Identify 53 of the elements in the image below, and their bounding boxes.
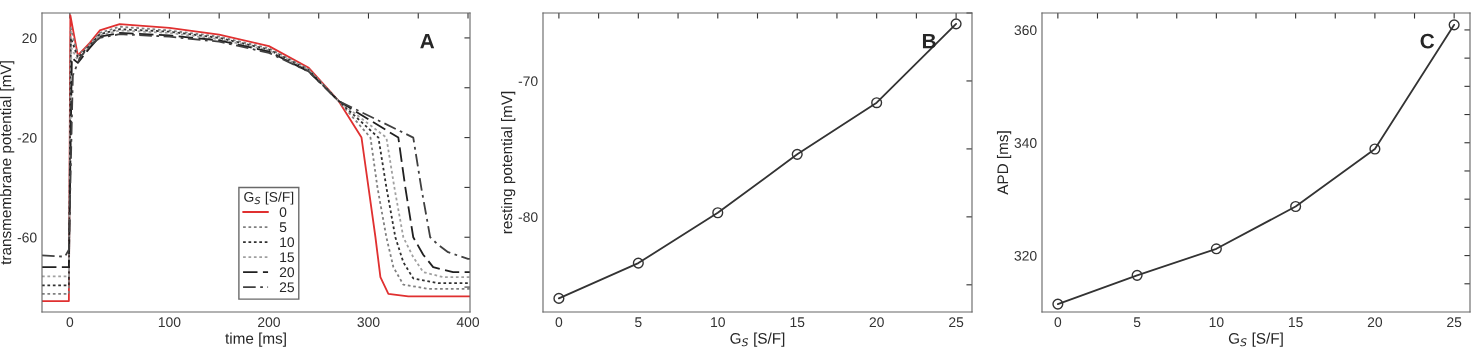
y-tick-label: 340 — [1014, 138, 1037, 148]
x-tick-label: 5 — [1133, 317, 1141, 328]
point — [871, 97, 883, 109]
x-tick-label: 300 — [357, 317, 380, 328]
point — [1210, 243, 1222, 255]
annotation: A — [420, 33, 435, 49]
x-tick-label: 10 — [1209, 317, 1224, 328]
x-tick-label: 0 — [66, 317, 74, 328]
x-tick-label: 400 — [456, 317, 480, 328]
y-tick-label: -60 — [17, 232, 37, 243]
point — [950, 18, 962, 30]
x-axis-title: G$_{S}$ [S/F] — [1228, 332, 1283, 347]
legend-label: 0 — [279, 207, 287, 218]
y-tick-label: -70 — [518, 76, 538, 87]
x-axis-title: G$_{S}$ [S/F] — [730, 332, 785, 347]
point — [1052, 298, 1064, 310]
annotation: B — [922, 33, 936, 49]
legend-label: 15 — [280, 252, 295, 263]
point — [1290, 200, 1302, 213]
x-tick-label: 200 — [258, 317, 280, 328]
legend-label: 5 — [279, 222, 287, 233]
legend-label: 25 — [279, 282, 295, 293]
x-tick-label: 100 — [158, 317, 181, 328]
y-axis-title: resting potential [mV] — [501, 91, 516, 234]
point — [1369, 143, 1381, 155]
point — [791, 148, 803, 160]
x-tick-label: 20 — [869, 317, 884, 328]
y-tick-label: 20 — [22, 33, 37, 44]
point — [632, 257, 644, 269]
y-tick-label: -80 — [518, 212, 538, 223]
x-tick-label: 20 — [1367, 317, 1383, 328]
x-tick-label: 5 — [635, 317, 642, 328]
y-axis-title: transmembrane potential [mV] — [0, 61, 15, 265]
x-tick-label: 25 — [1447, 317, 1462, 328]
point — [553, 292, 565, 304]
legend-label: 20 — [279, 267, 295, 278]
annotation: C — [1420, 33, 1435, 49]
legend-title: G$_{S}$ [S/F] — [244, 191, 294, 205]
y-tick-label: -20 — [17, 132, 37, 143]
y-tick-label: 320 — [1014, 250, 1037, 261]
x-tick-label: 10 — [711, 317, 725, 328]
x-tick-label: 25 — [949, 317, 964, 328]
x-tick-label: 15 — [1288, 317, 1303, 328]
x-tick-label: 15 — [790, 317, 805, 328]
y-axis-title: APD [ms] — [996, 131, 1012, 195]
point — [712, 207, 724, 219]
point — [1131, 269, 1143, 281]
x-axis-title: time [ms] — [225, 332, 286, 347]
y-tick-label: 360 — [1014, 25, 1037, 36]
legend-label: 10 — [280, 237, 295, 248]
x-tick-label: 0 — [555, 317, 563, 328]
x-tick-label: 0 — [1054, 317, 1062, 328]
point — [1448, 19, 1460, 31]
